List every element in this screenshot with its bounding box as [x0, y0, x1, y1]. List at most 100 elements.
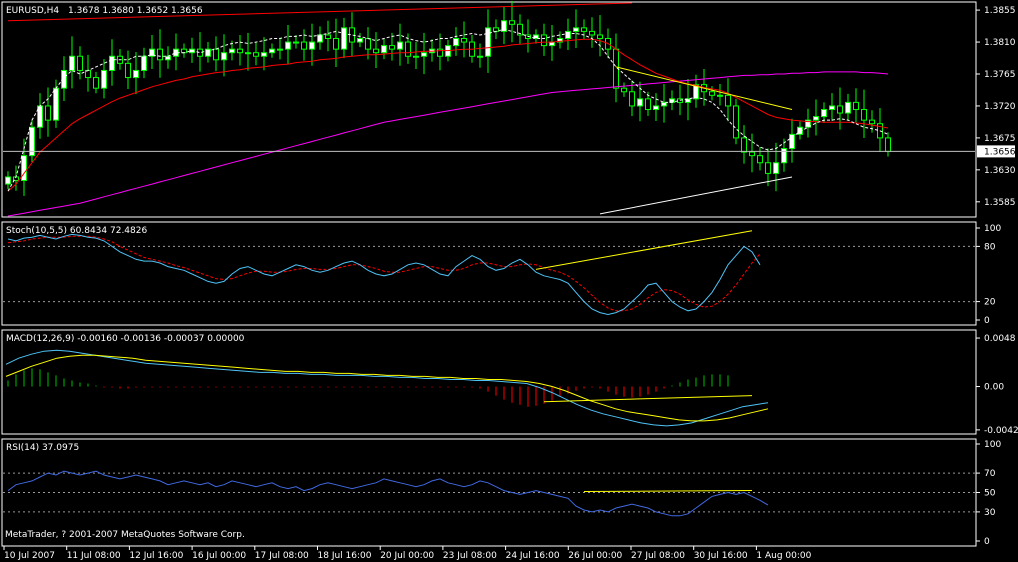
price-axis-tick-label: 1.3675	[984, 134, 1016, 144]
candle-body	[741, 137, 747, 153]
candle-body	[53, 87, 59, 121]
candle-body	[837, 105, 843, 114]
candle-body	[381, 45, 387, 54]
candle-body	[293, 41, 299, 44]
candle-body	[453, 38, 459, 47]
rsi-plot	[3, 470, 975, 517]
rsi-axis-tick-label: 100	[984, 440, 1001, 450]
candle-body	[157, 48, 163, 61]
stoch-signal-line	[7, 235, 761, 312]
price-plot	[3, 0, 975, 217]
stoch-main-line	[7, 233, 761, 316]
candle-body	[709, 91, 715, 96]
rsi-line	[7, 470, 769, 517]
candle-body	[565, 30, 571, 39]
macd-axis-tick-label: 0.00	[984, 383, 1004, 393]
candle-body	[5, 176, 11, 185]
price-axis-tick-label: 1.3810	[984, 38, 1016, 48]
candle-body	[205, 48, 211, 57]
ohlc-label: 1.3678 1.3680 1.3652 1.3656	[68, 6, 203, 16]
stoch-pane: 100 80 20 0 Stoch(10,5,5) 60.8434 72.4826	[1, 221, 1001, 326]
time-axis-label: 12 Jul 16:00	[129, 551, 183, 561]
time-axis-label: 1 Aug 00:00	[756, 551, 811, 561]
main-title: EURUSD,H4	[6, 6, 59, 16]
main-pane: 1.3855 1.3810 1.3765 1.3720 1.3675 1.3630 1.35…	[1, 0, 1016, 218]
rsi-axis-tick-label: 30	[984, 508, 996, 518]
candle-body	[725, 94, 731, 107]
candle-body	[661, 101, 667, 107]
candle-body	[29, 126, 35, 157]
time-axis-label: 30 Jul 16:00	[694, 551, 748, 561]
stoch-axis: 100 80 20 0	[976, 224, 1001, 326]
candle-body	[669, 98, 675, 103]
current-price-box	[977, 145, 1015, 158]
candle-body	[509, 20, 515, 25]
candle-body	[213, 48, 219, 61]
candle-body	[229, 48, 235, 54]
macd-signal-line	[5, 354, 769, 422]
stoch-trendline	[535, 230, 753, 270]
time-axis-label: 20 Jul 00:00	[380, 551, 434, 561]
candle-body	[181, 48, 187, 54]
rsi-title: RSI(14) 37.0975	[6, 443, 79, 453]
price-trendline	[615, 66, 793, 110]
candle-body	[45, 105, 51, 121]
price-trendline	[7, 2, 633, 22]
candle-body	[501, 20, 507, 32]
time-axis-label: 18 Jul 16:00	[318, 551, 372, 561]
candle-body	[757, 155, 763, 164]
stoch-pane-frame	[1, 221, 977, 326]
candle-body	[797, 126, 803, 135]
price-axis-tick-label: 1.3855	[984, 6, 1016, 16]
candle-body	[437, 48, 443, 57]
macd-pane-frame	[1, 329, 977, 435]
macd-axis: 0.0048 0.00 -0.00429	[976, 334, 1018, 436]
candle-body	[461, 38, 467, 43]
candle-body	[533, 34, 539, 40]
candle-body	[557, 38, 563, 43]
macd-title: MACD(12,26,9) -0.00160 -0.00136 -0.00037…	[6, 334, 245, 344]
candle-body	[653, 105, 659, 110]
candle-body	[261, 52, 267, 57]
rsi-axis-tick-label: 0	[984, 537, 990, 547]
time-axis-label: 10 Jul 2007	[4, 551, 55, 561]
candle-body	[133, 69, 139, 79]
candle-body	[325, 34, 331, 40]
macd-pane: 0.0048 0.00 -0.00429 MACD(12,26,9) -0.0016…	[1, 329, 1018, 436]
candle-body	[573, 27, 579, 32]
macd-axis-tick-label: 0.0048	[984, 334, 1016, 344]
candle-body	[397, 41, 403, 50]
main-pane-frame	[1, 1, 977, 218]
candle-body	[493, 27, 499, 32]
candle-body	[109, 55, 115, 71]
current-price-label: 1.3656	[984, 147, 1016, 157]
candle-body	[765, 162, 771, 174]
candle-body	[637, 98, 643, 107]
time-axis-label: 17 Jul 08:00	[255, 551, 309, 561]
candle-body	[485, 27, 491, 57]
rsi-axis-tick-label: 50	[984, 489, 996, 499]
time-axis-label: 27 Jul 08:00	[631, 551, 685, 561]
candle-body	[317, 34, 323, 43]
candle-body	[621, 87, 627, 93]
stoch-plot	[3, 230, 975, 316]
rsi-pane: 100 70 50 30 0 RSI(14) 37.0975	[1, 438, 1001, 547]
stoch-axis-tick-label: 20	[984, 298, 996, 308]
candle-body	[237, 48, 243, 54]
candle-body	[541, 34, 547, 47]
time-axis-label: 23 Jul 08:00	[443, 551, 497, 561]
time-axis-label: 26 Jul 00:00	[568, 551, 622, 561]
candle-body	[581, 27, 587, 32]
candle-body	[805, 119, 811, 128]
candle-body	[717, 94, 723, 97]
stoch-axis-tick-label: 0	[984, 316, 990, 326]
price-axis-tick-label: 1.3720	[984, 102, 1016, 112]
candle-body	[301, 41, 307, 50]
macd-plot	[5, 349, 769, 427]
candle-body	[21, 155, 27, 181]
candle-body	[597, 34, 603, 40]
candle-body	[693, 84, 699, 100]
ma-mid-line	[7, 38, 889, 192]
rsi-axis: 100 70 50 30 0	[976, 440, 1001, 547]
